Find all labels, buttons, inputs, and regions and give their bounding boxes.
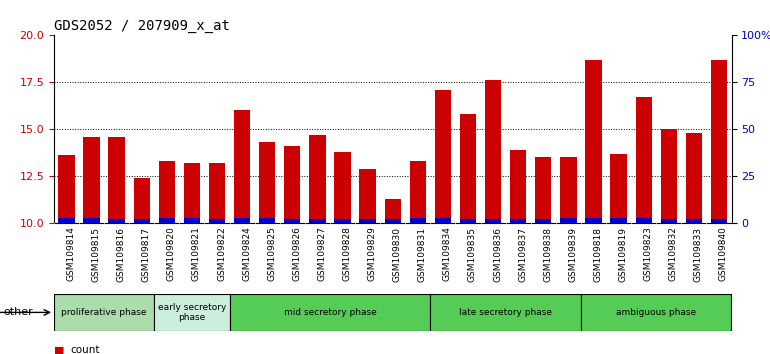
Bar [229,294,430,331]
Bar [410,161,426,223]
Bar [686,219,702,223]
Text: GSM109827: GSM109827 [317,227,326,281]
Text: late secretory phase: late secretory phase [459,308,552,317]
Text: GSM109822: GSM109822 [217,227,226,281]
Bar [284,219,300,223]
Text: GSM109815: GSM109815 [92,227,101,281]
Bar [384,219,401,223]
Bar [460,114,476,223]
Text: GSM109814: GSM109814 [66,227,75,281]
Bar [611,218,627,223]
Bar [59,155,75,223]
Text: GSM109826: GSM109826 [293,227,301,281]
Bar [259,218,276,223]
Text: count: count [71,346,100,354]
Bar [109,137,125,223]
Bar [83,218,99,223]
Text: GSM109825: GSM109825 [267,227,276,281]
Bar [535,157,551,223]
Text: GSM109832: GSM109832 [669,227,678,281]
Text: GSM109836: GSM109836 [493,227,502,281]
Text: proliferative phase: proliferative phase [62,308,147,317]
Bar [310,135,326,223]
Text: ■: ■ [54,346,65,354]
Text: GSM109818: GSM109818 [594,227,602,281]
Text: GDS2052 / 207909_x_at: GDS2052 / 207909_x_at [54,19,229,33]
Text: GSM109816: GSM109816 [116,227,126,281]
Bar [360,219,376,223]
Bar [611,154,627,223]
Bar [59,218,75,223]
Text: GSM109829: GSM109829 [367,227,377,281]
Bar [360,169,376,223]
Text: other: other [4,307,34,318]
Text: GSM109820: GSM109820 [167,227,176,281]
Text: GSM109831: GSM109831 [418,227,427,281]
Bar [234,110,250,223]
Bar [711,60,727,223]
Text: GSM109833: GSM109833 [694,227,703,281]
Bar [109,219,125,223]
Text: early secretory
phase: early secretory phase [158,303,226,322]
Bar [184,218,200,223]
Bar [259,142,276,223]
Bar [234,218,250,223]
Text: GSM109840: GSM109840 [719,227,728,281]
Text: GSM109834: GSM109834 [443,227,452,281]
Text: GSM109823: GSM109823 [644,227,653,281]
Bar [410,218,426,223]
Bar [83,137,99,223]
Bar [334,219,350,223]
Text: GSM109821: GSM109821 [192,227,201,281]
Bar [435,90,451,223]
Bar [585,60,601,223]
Text: GSM109824: GSM109824 [242,227,251,281]
Text: GSM109830: GSM109830 [393,227,402,281]
Text: GSM109835: GSM109835 [468,227,477,281]
Bar [154,294,229,331]
Bar [209,219,225,223]
Bar [54,294,154,331]
Text: mid secretory phase: mid secretory phase [283,308,377,317]
Text: GSM109828: GSM109828 [343,227,352,281]
Bar [581,294,732,331]
Bar [334,152,350,223]
Text: GSM109817: GSM109817 [142,227,151,281]
Text: GSM109819: GSM109819 [618,227,628,281]
Bar [635,97,652,223]
Bar [430,294,581,331]
Bar [561,157,577,223]
Bar [510,150,527,223]
Bar [435,218,451,223]
Bar [535,219,551,223]
Bar [159,161,175,223]
Text: GSM109837: GSM109837 [518,227,527,281]
Text: ambiguous phase: ambiguous phase [616,308,696,317]
Bar [485,80,501,223]
Bar [561,218,577,223]
Bar [209,163,225,223]
Bar [460,219,476,223]
Bar [485,219,501,223]
Bar [711,219,727,223]
Bar [384,199,401,223]
Bar [133,178,150,223]
Bar [635,218,652,223]
Bar [686,133,702,223]
Bar [184,163,200,223]
Text: GSM109838: GSM109838 [544,227,552,281]
Bar [284,146,300,223]
Text: GSM109839: GSM109839 [568,227,578,281]
Bar [585,218,601,223]
Bar [661,129,677,223]
Bar [133,219,150,223]
Bar [661,219,677,223]
Bar [310,219,326,223]
Bar [159,218,175,223]
Bar [510,219,527,223]
